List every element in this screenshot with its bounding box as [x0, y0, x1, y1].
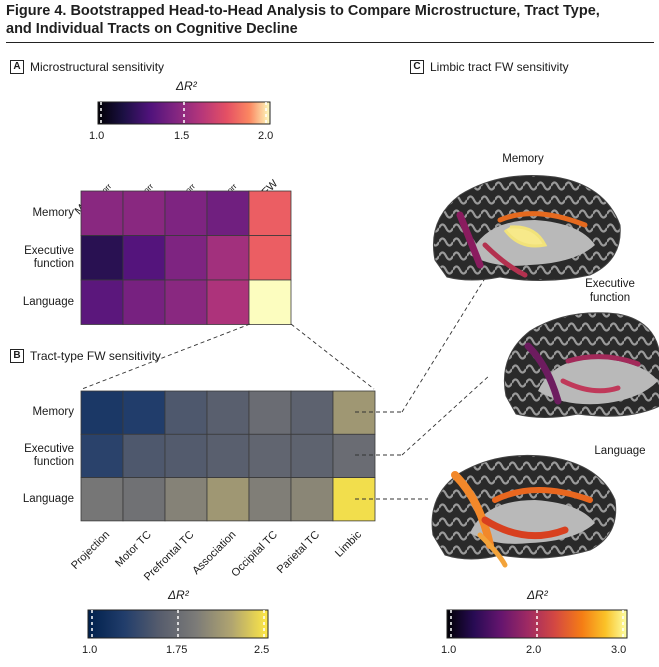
row-label-line: function	[33, 257, 74, 270]
heatmap-cell-1-3	[206, 235, 250, 281]
figure-title-line2: and Individual Tracts on Cognitive Decli…	[6, 21, 298, 37]
brain-executive-white-matter	[538, 358, 658, 405]
panel-b-colorbar-title: ΔR²	[168, 588, 189, 602]
brain-memory-tract-4	[482, 242, 528, 278]
panel-c-colorbar	[446, 609, 628, 639]
connector-exec-d	[401, 374, 491, 456]
panel-b-tick-0: 1.0	[82, 644, 98, 656]
brain-language-tract-4	[477, 532, 508, 568]
panel-b-tick-1: 1.75	[166, 644, 188, 656]
row-label-0: Memory	[4, 207, 74, 220]
brain-executive-tract-1	[524, 342, 562, 405]
panel-c-label: C Limbic tract FW sensitivity	[410, 60, 569, 74]
brain-language	[431, 454, 617, 568]
heatmap-cell-1-0	[80, 433, 124, 478]
heatmap-cell-2-5	[290, 477, 334, 522]
panel-a-tick-1: 1.5	[174, 130, 190, 142]
panel-b-tick-2: 2.5	[254, 644, 270, 656]
row-label-1: Executive function	[4, 443, 74, 469]
heatmap-cell-2-2	[164, 279, 208, 325]
row-label-line: Language	[22, 492, 74, 505]
brain-memory-tract-1	[456, 211, 484, 269]
heatmap-cell-2-0	[80, 279, 124, 325]
brain-label-executive-line2: function	[589, 292, 631, 304]
row-label-2: Language	[4, 296, 74, 309]
heatmap-cell-1-1	[122, 433, 166, 478]
panel-a-colorbar	[97, 101, 271, 125]
row-label-1: Executive function	[4, 245, 74, 271]
row-label-line: Memory	[32, 406, 74, 419]
figure-title: Figure 4. Bootstrapped Head-to-Head Anal…	[6, 2, 656, 38]
brain-memory-tract-2	[497, 211, 588, 228]
panel-b-label: B Tract-type FW sensitivity	[10, 349, 161, 363]
panel-a-letter: A	[10, 60, 24, 74]
connector-memory-d	[401, 274, 488, 413]
heatmap-cell-2-3	[206, 477, 250, 522]
heatmap-cell-1-4	[248, 235, 292, 281]
brain-label-executive: Executive function	[575, 277, 645, 305]
panel-b-letter: B	[10, 349, 24, 363]
heatmap-cell-2-2	[164, 477, 208, 522]
heatmap-cell-0-1	[122, 190, 166, 236]
title-rule	[6, 42, 654, 43]
brain-label-language-text: Language	[594, 445, 646, 457]
heatmap-cell-2-6	[332, 477, 376, 522]
row-label-line: Executive	[24, 442, 74, 455]
heatmap-cell-2-0	[80, 477, 124, 522]
figure-title-line1: Figure 4. Bootstrapped Head-to-Head Anal…	[6, 3, 600, 19]
brain-executive	[503, 312, 659, 418]
panel-b-colorbar	[87, 609, 269, 639]
heatmap-cell-0-4	[248, 390, 292, 435]
panel-c-letter: C	[410, 60, 424, 74]
panel-c-colorbar-title: ΔR²	[527, 588, 548, 602]
panel-a-colorbar-title: ΔR²	[176, 79, 197, 93]
heatmap-cell-0-0	[80, 190, 124, 236]
panel-b-title: Tract-type FW sensitivity	[30, 349, 161, 363]
brain-executive-tract-2	[565, 354, 641, 367]
panel-b-heatmap	[80, 390, 376, 522]
heatmap-cell-2-4	[248, 279, 292, 325]
brain-label-executive-line1: Executive	[585, 278, 635, 290]
brain-language-tract-2	[492, 487, 593, 503]
panel-a-title: Microstructural sensitivity	[30, 60, 165, 74]
panel-a-tick-0: 1.0	[89, 130, 105, 142]
row-label-2: Language	[4, 493, 74, 506]
panel-c-tick-0: 1.0	[441, 644, 457, 656]
heatmap-cell-1-1	[122, 235, 166, 281]
brain-label-memory: Memory	[498, 152, 548, 166]
heatmap-cell-0-5	[290, 390, 334, 435]
heatmap-cell-1-5	[290, 433, 334, 478]
brain-language-tract-3	[481, 516, 569, 540]
brain-memory	[432, 175, 621, 282]
heatmap-cell-0-0	[80, 390, 124, 435]
heatmap-cell-0-3	[206, 390, 250, 435]
panel-a-label: A Microstructural sensitivity	[10, 60, 164, 74]
row-label-line: Language	[22, 295, 74, 308]
panel-c-tick-2: 3.0	[611, 644, 627, 656]
brain-label-language: Language	[590, 444, 650, 458]
row-label-line: Memory	[32, 206, 74, 219]
panel-c-tick-1: 2.0	[526, 644, 542, 656]
heatmap-cell-1-6	[332, 433, 376, 478]
row-label-0: Memory	[4, 406, 74, 419]
connector-a-b-left	[81, 323, 251, 390]
panel-a-tick-2: 2.0	[258, 130, 274, 142]
brain-language-tract-1	[451, 471, 494, 549]
connector-a-b-right	[290, 323, 375, 390]
heatmap-cell-2-1	[122, 279, 166, 325]
heatmap-cell-0-6	[332, 390, 376, 435]
row-label-line: Executive	[24, 244, 74, 257]
brain-executive-tract-3	[560, 378, 621, 394]
panel-c-title: Limbic tract FW sensitivity	[430, 60, 569, 74]
brain-label-memory-text: Memory	[502, 153, 544, 165]
panel-a-heatmap	[80, 190, 292, 325]
heatmap-cell-1-2	[164, 235, 208, 281]
row-label-line: function	[33, 455, 74, 468]
brain-memory-tract-3	[503, 225, 548, 248]
